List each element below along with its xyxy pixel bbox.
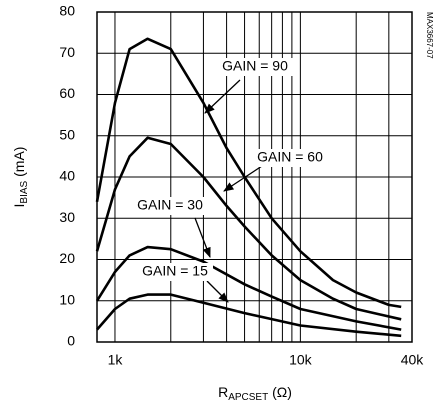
y-tick-label: 50 bbox=[59, 126, 75, 142]
curve bbox=[95, 245, 402, 331]
series-label: GAIN = 30 bbox=[137, 197, 203, 213]
annotation-arrow bbox=[223, 165, 263, 192]
series-label: GAIN = 60 bbox=[257, 149, 323, 165]
annotation-arrow bbox=[206, 280, 229, 303]
y-tick-label: 40 bbox=[59, 168, 75, 184]
y-tick-label: 30 bbox=[59, 209, 75, 225]
x-tick-label: 10k bbox=[289, 352, 313, 368]
series-label: GAIN = 15 bbox=[142, 263, 208, 279]
label-background bbox=[137, 263, 213, 281]
x-axis-label: RAPCSET (Ω) bbox=[218, 384, 292, 403]
y-tick-label: 80 bbox=[59, 3, 75, 19]
y-tick-label: 70 bbox=[59, 44, 75, 60]
annotation-arrow bbox=[194, 217, 211, 258]
y-tick-label: 60 bbox=[59, 85, 75, 101]
curve bbox=[95, 136, 402, 321]
y-tick-label: 20 bbox=[59, 250, 75, 266]
y-tick-label: 10 bbox=[59, 291, 75, 307]
series-label: GAIN = 90 bbox=[222, 58, 288, 74]
y-tick-label: 0 bbox=[67, 333, 75, 349]
x-tick-label: 40k bbox=[401, 352, 425, 368]
y-axis-label: IBIAS (mA) bbox=[11, 147, 30, 208]
figure-id: MAX3667-07 bbox=[425, 12, 434, 59]
curve bbox=[96, 293, 402, 338]
label-background bbox=[132, 197, 208, 215]
label-background bbox=[252, 149, 328, 167]
annotation-arrow bbox=[204, 79, 241, 114]
x-tick-label: 1k bbox=[108, 352, 124, 368]
label-background bbox=[217, 58, 293, 76]
curve bbox=[95, 37, 402, 309]
